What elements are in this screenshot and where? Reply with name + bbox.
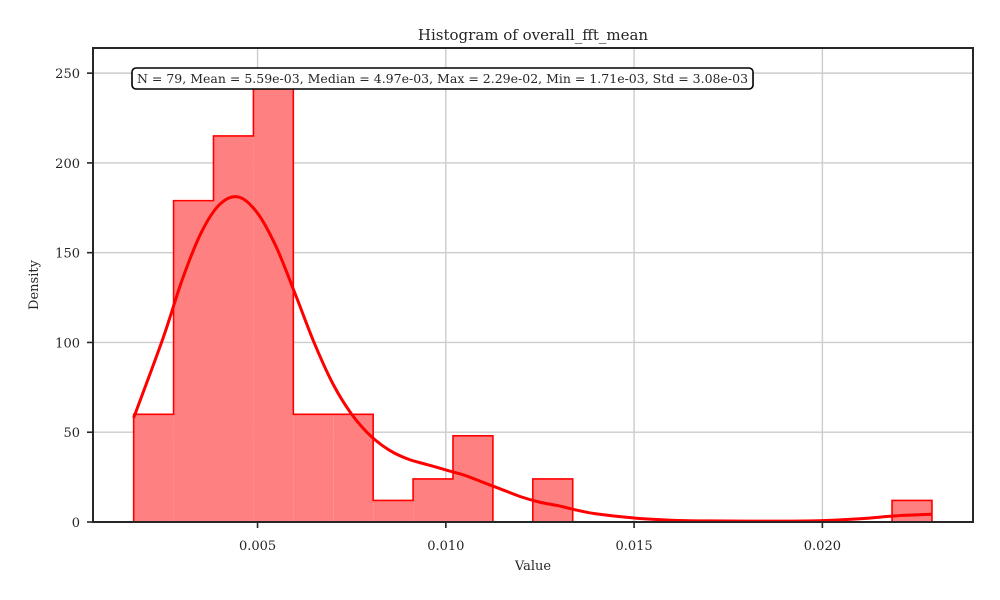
stats-annotation-box: N = 79, Mean = 5.59e-03, Median = 4.97e-…	[131, 67, 754, 90]
y-tick-label: 200	[55, 157, 80, 172]
histogram-bar	[532, 478, 573, 522]
y-axis-label: Density	[27, 259, 42, 310]
x-tick-label: 0.020	[804, 539, 841, 554]
histogram-bar	[373, 500, 414, 522]
histogram-bar	[892, 500, 932, 522]
stats-text: N = 79, Mean = 5.59e-03, Median = 4.97e-…	[137, 71, 748, 86]
x-tick-label: 0.015	[615, 539, 652, 554]
y-tick-label: 150	[55, 247, 80, 262]
histogram-bar	[253, 73, 294, 523]
axis-ticks: 0.005 0.010 0.015 0.020 0 50 100 150 200 250	[55, 67, 841, 554]
histogram-bar	[213, 135, 254, 522]
y-tick-label: 100	[55, 336, 80, 351]
y-tick-label: 50	[63, 426, 80, 441]
x-tick-label: 0.010	[427, 539, 464, 554]
y-tick-label: 0	[72, 516, 80, 531]
y-tick-label: 250	[55, 67, 80, 82]
histogram-bars	[132, 72, 933, 523]
x-tick-label: 0.005	[239, 539, 276, 554]
histogram-bar	[173, 200, 214, 522]
chart-title: Histogram of overall_fft_mean	[418, 26, 649, 44]
histogram-bar	[413, 478, 453, 522]
stats-box-frame	[131, 67, 754, 90]
histogram-bar	[293, 414, 334, 522]
axes-frame	[92, 47, 974, 523]
x-axis-label: Value	[514, 559, 551, 574]
histogram-bar	[133, 414, 174, 522]
